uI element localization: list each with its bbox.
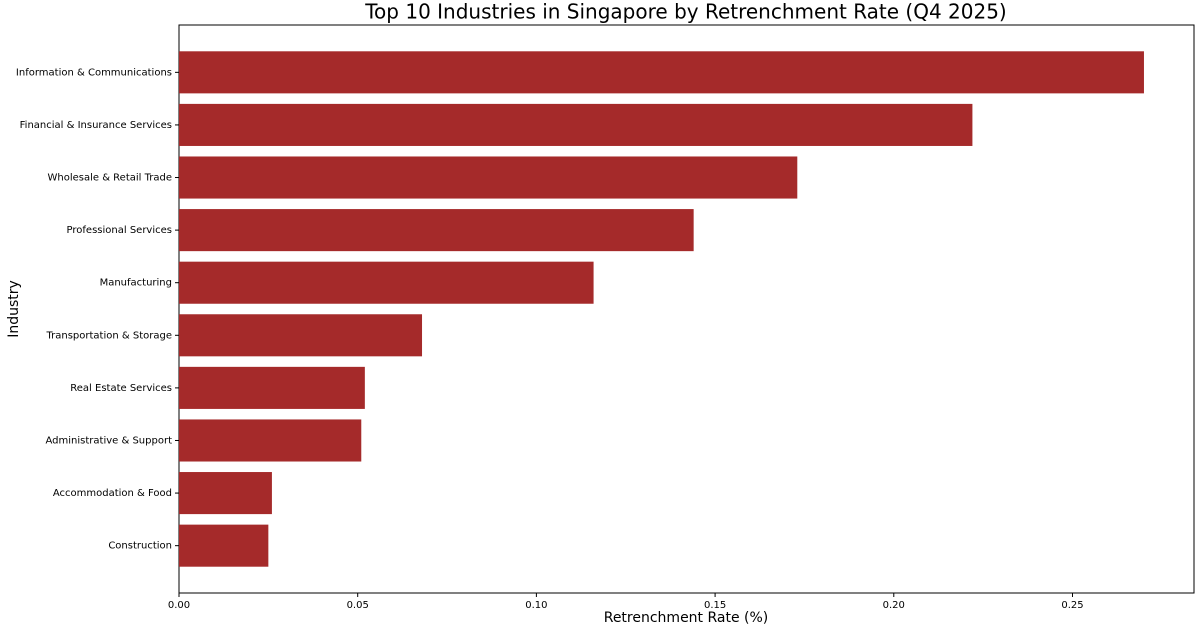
bar — [179, 366, 365, 409]
y-tick-label: Construction — [108, 541, 172, 552]
y-tick-label: Manufacturing — [100, 278, 172, 289]
x-tick-label: 0.20 — [883, 600, 905, 611]
y-tick-label: Wholesale & Retail Trade — [47, 173, 172, 184]
bar — [179, 261, 594, 304]
bar — [179, 524, 269, 567]
y-tick-label: Real Estate Services — [70, 383, 172, 394]
x-tick-label: 0.15 — [704, 600, 726, 611]
y-tick-label: Information & Communications — [16, 67, 172, 78]
y-tick-label: Accommodation & Food — [53, 488, 172, 499]
plot-frame — [178, 24, 1195, 594]
bar — [179, 103, 973, 146]
x-tick-label: 0.05 — [347, 600, 369, 611]
bar — [179, 51, 1144, 94]
y-tick-label: Administrative & Support — [46, 435, 173, 446]
y-tick-label: Financial & Insurance Services — [20, 120, 172, 131]
bar — [179, 472, 272, 515]
y-axis-label: Industry — [6, 280, 22, 338]
bar — [179, 419, 362, 462]
bar — [179, 156, 798, 199]
y-tick-label: Transportation & Storage — [46, 330, 173, 341]
y-tick-label: Professional Services — [67, 225, 172, 236]
chart-title: Top 10 Industries in Singapore by Retren… — [364, 0, 1007, 24]
bar — [179, 209, 694, 252]
bar — [179, 314, 423, 357]
x-tick-label: 0.00 — [168, 600, 190, 611]
x-tick-label: 0.10 — [525, 600, 547, 611]
x-axis-label: Retrenchment Rate (%) — [604, 610, 769, 626]
x-tick-label: 0.25 — [1061, 600, 1083, 611]
